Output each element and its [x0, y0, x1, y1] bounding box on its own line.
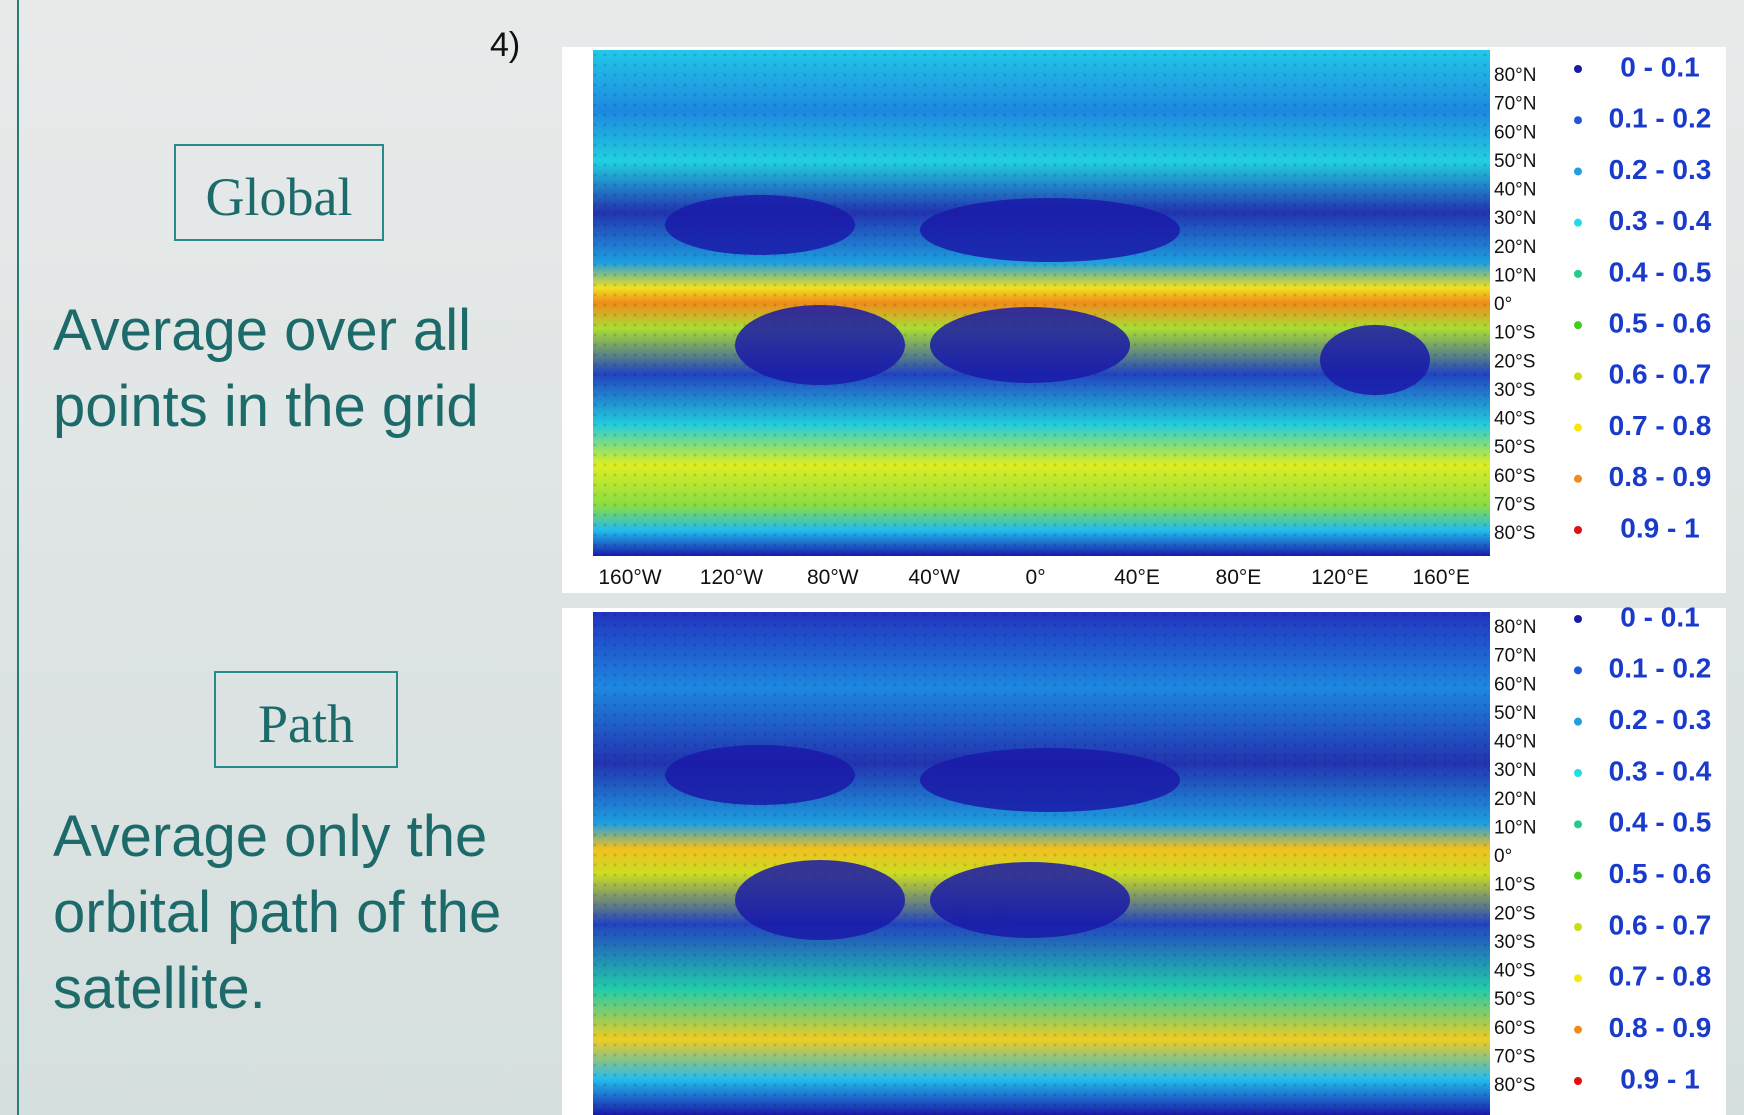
latitude-label: 40°S	[1494, 961, 1535, 982]
legend-label: 0.5 - 0.6	[1609, 308, 1712, 339]
slide-number: 4)	[490, 26, 520, 64]
latitude-label: 50°N	[1494, 151, 1536, 172]
longitude-label: 160°W	[598, 566, 661, 589]
longitude-label: 80°W	[807, 566, 859, 589]
legend-swatch	[1574, 321, 1582, 329]
slide: 4) Global Path Average over all points in…	[0, 0, 1744, 1115]
latitude-label: 80°S	[1494, 1075, 1535, 1096]
legend-label: 0.3 - 0.4	[1609, 755, 1712, 786]
legend-label: 0.8 - 0.9	[1609, 461, 1712, 492]
latitude-label: 20°S	[1494, 351, 1535, 372]
latitude-label: 40°N	[1494, 732, 1536, 753]
latitude-label: 40°S	[1494, 409, 1535, 430]
legend-label: 0.1 - 0.2	[1609, 103, 1712, 134]
latitude-label: 50°S	[1494, 989, 1535, 1010]
latitude-label: 50°S	[1494, 437, 1535, 458]
latitude-label: 80°N	[1494, 617, 1536, 638]
latitude-label: 0°	[1494, 294, 1512, 315]
latitude-label: 60°N	[1494, 674, 1536, 695]
legend-swatch	[1574, 372, 1582, 380]
longitude-label: 120°W	[700, 566, 763, 589]
description-line: Average only the	[53, 804, 487, 869]
latitude-label: 80°S	[1494, 523, 1535, 544]
legend-swatch	[1574, 219, 1582, 227]
legend-swatch	[1574, 666, 1582, 674]
latitude-label: 10°S	[1494, 875, 1535, 896]
latitude-label: 20°S	[1494, 903, 1535, 924]
legend-label: 0.1 - 0.2	[1609, 653, 1712, 684]
legend-swatch	[1574, 974, 1582, 982]
latitude-label: 30°S	[1494, 932, 1535, 953]
latitude-label: 10°N	[1494, 265, 1536, 286]
latitude-label: 40°N	[1494, 180, 1536, 201]
legend-swatch	[1574, 923, 1582, 931]
legend-swatch	[1574, 475, 1582, 483]
legend-swatch	[1574, 167, 1582, 175]
longitude-label: 80°E	[1216, 566, 1262, 589]
latitude-label: 50°N	[1494, 703, 1536, 724]
legend-label: 0.4 - 0.5	[1609, 256, 1712, 287]
latitude-label: 60°N	[1494, 122, 1536, 143]
latitude-label: 0°	[1494, 846, 1512, 867]
legend-swatch	[1574, 872, 1582, 880]
latitude-label: 60°S	[1494, 466, 1535, 487]
legend-label: 0.7 - 0.8	[1609, 961, 1712, 992]
legend-label: 0.8 - 0.9	[1609, 1012, 1712, 1043]
panel-label: Path	[258, 694, 354, 754]
legend-swatch	[1574, 270, 1582, 278]
legend-swatch	[1574, 615, 1582, 623]
legend-swatch	[1574, 65, 1582, 73]
latitude-label: 30°S	[1494, 380, 1535, 401]
longitude-label: 40°W	[908, 566, 960, 589]
description-line: satellite.	[53, 956, 266, 1021]
latitude-label: 70°S	[1494, 1046, 1535, 1067]
legend-label: 0.3 - 0.4	[1609, 205, 1712, 236]
latitude-label: 10°S	[1494, 323, 1535, 344]
legend-swatch	[1574, 820, 1582, 828]
longitude-label: 120°E	[1311, 566, 1368, 589]
legend-swatch	[1574, 769, 1582, 777]
description-line: orbital path of the	[53, 880, 501, 945]
legend-swatch	[1574, 1077, 1582, 1085]
legend-label: 0.9 - 1	[1620, 1063, 1699, 1094]
longitude-label: 160°E	[1412, 566, 1469, 589]
legend-label: 0.7 - 0.8	[1609, 410, 1712, 441]
legend-label: 0.6 - 0.7	[1609, 909, 1712, 940]
legend-swatch	[1574, 718, 1582, 726]
legend-label: 0.4 - 0.5	[1609, 807, 1712, 838]
latitude-label: 70°N	[1494, 94, 1536, 115]
latitude-label: 60°S	[1494, 1018, 1535, 1039]
latitude-label: 20°N	[1494, 789, 1536, 810]
longitude-label: 40°E	[1114, 566, 1160, 589]
latitude-label: 30°N	[1494, 760, 1536, 781]
latitude-label: 30°N	[1494, 208, 1536, 229]
heatmap-texture	[593, 50, 1490, 556]
longitude-label: 0°	[1026, 566, 1046, 589]
legend-label: 0.9 - 1	[1620, 512, 1699, 543]
latitude-label: 70°N	[1494, 646, 1536, 667]
legend-label: 0.2 - 0.3	[1609, 704, 1712, 735]
legend-swatch	[1574, 424, 1582, 432]
panel-label: Global	[206, 167, 353, 227]
legend-swatch	[1574, 526, 1582, 534]
legend-swatch	[1574, 116, 1582, 124]
description-line: points in the grid	[53, 374, 479, 439]
legend-label: 0 - 0.1	[1620, 601, 1699, 632]
latitude-label: 20°N	[1494, 237, 1536, 258]
legend-label: 0.6 - 0.7	[1609, 359, 1712, 390]
latitude-label: 10°N	[1494, 817, 1536, 838]
latitude-label: 80°N	[1494, 65, 1536, 86]
legend-label: 0.5 - 0.6	[1609, 858, 1712, 889]
legend-label: 0.2 - 0.3	[1609, 154, 1712, 185]
description-line: Average over all	[53, 298, 471, 363]
latitude-label: 70°S	[1494, 494, 1535, 515]
legend-swatch	[1574, 1026, 1582, 1034]
legend-label: 0 - 0.1	[1620, 51, 1699, 82]
